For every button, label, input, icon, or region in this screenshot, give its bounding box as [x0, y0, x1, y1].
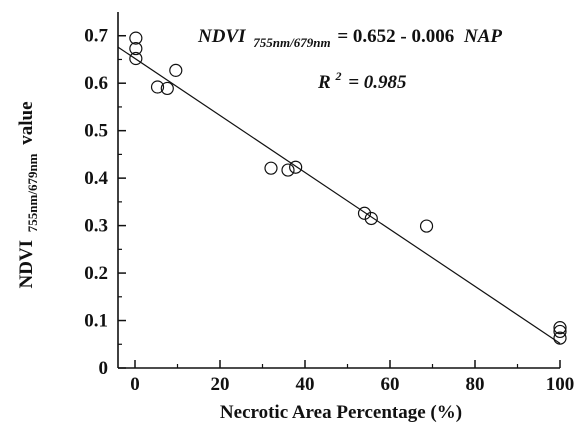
plot-frame: [117, 12, 560, 369]
equation-annotation: NDVI 755nm/679nm = 0.652 - 0.006 NAP: [197, 26, 502, 52]
y-axis-title-suffix: value: [16, 101, 37, 144]
y-axis-ticks: 0 0.1 0.2 0.3 0.4 0.5 0.6 0.7: [84, 26, 126, 379]
x-axis-title: Necrotic Area Percentage (%): [220, 402, 462, 423]
data-point: [129, 31, 143, 45]
r-squared-value: = 0.985: [348, 72, 407, 93]
y-tick-label: 0.3: [84, 216, 108, 237]
equation-rhs-variable: NAP: [463, 26, 502, 47]
y-tick-label: 0.2: [84, 263, 108, 284]
data-point: [357, 206, 372, 220]
equation-lhs: NDVI: [197, 26, 246, 47]
y-tick-label: 0.4: [84, 168, 108, 189]
data-point: [289, 160, 303, 174]
fit-line: [117, 46, 561, 344]
y-tick-label: 0.1: [84, 311, 108, 332]
data-point: [553, 321, 567, 335]
y-tick-label: 0.7: [84, 26, 108, 47]
y-axis-title-subscript: 755nm/679nm: [25, 153, 40, 232]
y-axis-title-main: NDVI: [16, 240, 37, 289]
x-tick-label: 20: [211, 374, 230, 395]
r-squared-annotation: R 2 = 0.985: [317, 64, 407, 93]
data-point: [281, 163, 295, 177]
equation-lhs-subscript: 755nm/679nm: [253, 35, 330, 50]
data-point: [129, 41, 143, 56]
y-tick-label: 0: [99, 358, 109, 379]
data-point: [169, 63, 183, 77]
data-point: [264, 161, 278, 175]
data-point: [553, 324, 567, 339]
y-tick-label: 0.5: [84, 121, 108, 142]
data-point: [364, 211, 378, 226]
data-point: [129, 51, 143, 66]
data-points: [129, 31, 567, 345]
data-point: [553, 331, 567, 345]
r-squared-exponent: 2: [334, 69, 341, 83]
x-axis-ticks: 0 20 40 60 80 100: [130, 360, 574, 395]
data-point: [419, 219, 434, 233]
y-axis-title: NDVI 755nm/679nm value: [16, 101, 42, 288]
data-point: [160, 81, 174, 96]
x-tick-label: 60: [381, 374, 400, 395]
y-tick-label: 0.6: [84, 73, 108, 94]
x-tick-label: 0: [130, 374, 140, 395]
data-point: [150, 80, 165, 94]
r-squared-label: R: [317, 72, 331, 93]
regression-line: [117, 46, 561, 344]
x-tick-label: 100: [546, 374, 575, 395]
x-tick-label: 80: [466, 374, 485, 395]
equation-rhs: = 0.652 - 0.006: [337, 26, 454, 47]
x-tick-label: 40: [296, 374, 315, 395]
